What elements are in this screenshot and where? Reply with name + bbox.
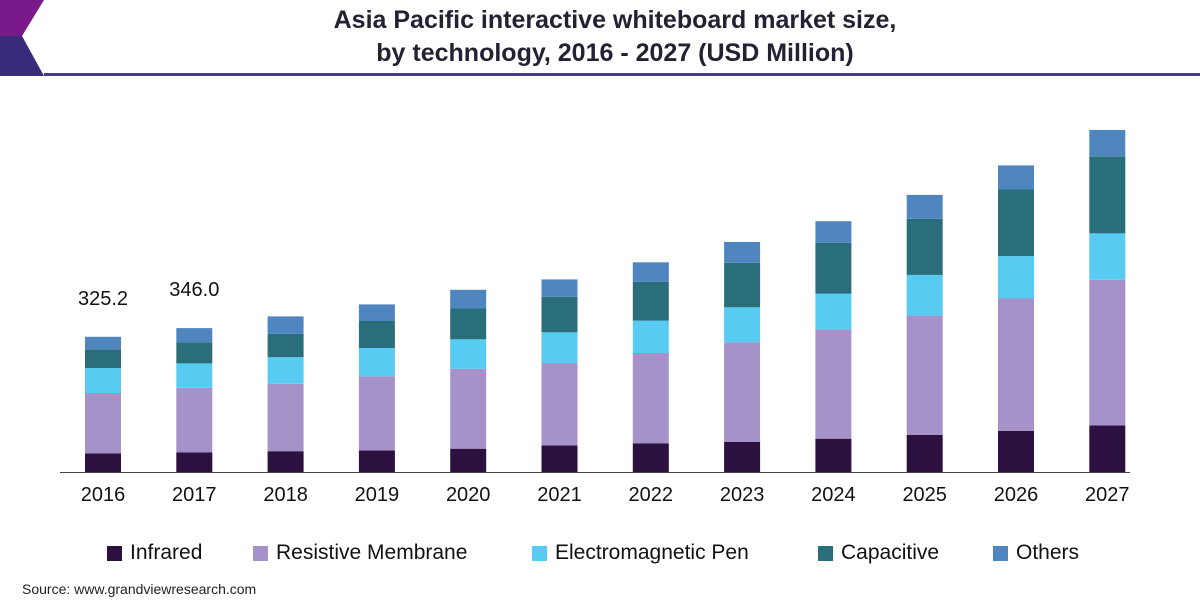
x-tick-label-2022: 2022	[629, 484, 674, 506]
bar-segment-resistive-membrane-2026	[998, 298, 1034, 431]
bar-segment-others-2027	[1089, 130, 1126, 157]
bar-segment-others-2023	[724, 242, 761, 263]
bar-segment-resistive-membrane-2021	[541, 363, 578, 446]
legend-swatch-capacitive	[818, 545, 833, 561]
chart-title-line-2: by technology, 2016 - 2027 (USD Million)	[376, 39, 854, 67]
x-tick-label-2019: 2019	[355, 484, 400, 506]
bar-segment-infrared-2024	[815, 438, 852, 472]
legend-item-others: Others	[993, 538, 1079, 568]
bar-segment-others-2016	[85, 336, 121, 350]
legend-swatch-resistive-membrane	[253, 545, 268, 561]
bar-segment-electromagnetic-pen-2018	[267, 357, 304, 384]
corner-shape-bottom	[0, 36, 44, 76]
bar-segment-resistive-membrane-2016	[85, 393, 121, 454]
bar-segment-others-2024	[815, 221, 852, 243]
legend-label-others: Others	[1016, 541, 1080, 564]
corner-graphic	[0, 0, 44, 76]
legend-swatch-electromagnetic-pen	[532, 545, 547, 561]
bar-segment-infrared-2022	[632, 443, 669, 472]
x-tick-label-2016: 2016	[81, 484, 126, 506]
bar-segment-capacitive-2027	[1089, 156, 1126, 234]
bar-segment-infrared-2018	[267, 451, 304, 472]
legend-swatch-infrared	[107, 545, 122, 561]
bar-segment-capacitive-2018	[267, 333, 304, 358]
legend-swatch-others	[993, 545, 1008, 561]
bar-segment-electromagnetic-pen-2026	[998, 256, 1034, 299]
header-rule	[44, 73, 1200, 76]
legend-label-infrared: Infrared	[130, 541, 203, 564]
bar-segment-resistive-membrane-2018	[267, 383, 304, 452]
bar-segment-resistive-membrane-2017	[176, 388, 213, 453]
x-tick-label-2018: 2018	[263, 484, 308, 506]
legend-label-electromagnetic-pen: Electromagnetic Pen	[555, 541, 749, 564]
bar-segment-capacitive-2020	[450, 308, 487, 340]
bar-segment-electromagnetic-pen-2016	[85, 368, 121, 393]
bar-segment-electromagnetic-pen-2017	[176, 363, 213, 388]
chart-legend: Infrared Resistive Membrane Electromagneti…	[0, 538, 1200, 568]
bar-segment-infrared-2017	[176, 452, 213, 472]
corner-shape-top	[0, 0, 44, 36]
x-tick-label-2024: 2024	[811, 484, 856, 506]
bar-segment-others-2025	[906, 194, 943, 219]
bar-segment-infrared-2016	[85, 453, 121, 472]
stacked-bar-chart: 2016 2017 2018 2019 2020 2021 2022 2023 2024 2025…	[60, 130, 1130, 506]
bar-segment-others-2026	[998, 165, 1034, 190]
chart-title-line-1: Asia Pacific interactive whiteboard mark…	[333, 6, 897, 34]
bar-segment-resistive-membrane-2024	[815, 329, 852, 439]
bar-segment-infrared-2020	[450, 448, 487, 472]
bar-segment-electromagnetic-pen-2022	[632, 320, 669, 353]
bar-segment-capacitive-2021	[541, 296, 578, 333]
bar-segment-others-2019	[358, 304, 395, 321]
x-tick-label-2023: 2023	[720, 484, 765, 506]
bar-segment-capacitive-2024	[815, 242, 852, 294]
x-tick-label-2017: 2017	[172, 484, 217, 506]
bar-segment-infrared-2025	[906, 435, 943, 472]
x-tick-label-2027: 2027	[1085, 484, 1130, 506]
bar-segment-others-2020	[450, 289, 487, 309]
bar-segment-resistive-membrane-2023	[724, 342, 761, 442]
bar-segment-electromagnetic-pen-2021	[541, 332, 578, 363]
bar-segment-capacitive-2022	[632, 281, 669, 321]
bar-segment-infrared-2026	[998, 430, 1034, 472]
source-note: Source: www.grandviewresearch.com	[22, 581, 257, 597]
bar-segment-others-2017	[176, 328, 213, 343]
bar-segment-others-2018	[267, 316, 304, 334]
x-tick-label-2026: 2026	[994, 484, 1039, 506]
data-label-2016: 325.2	[78, 288, 128, 310]
x-tick-label-2025: 2025	[902, 484, 947, 506]
bar-segment-electromagnetic-pen-2019	[358, 348, 395, 377]
bar-segment-others-2022	[632, 262, 669, 282]
bar-segment-resistive-membrane-2025	[906, 315, 943, 435]
bar-segment-electromagnetic-pen-2025	[906, 274, 943, 316]
legend-label-resistive-membrane: Resistive Membrane	[276, 541, 468, 564]
x-tick-label-2021: 2021	[537, 484, 582, 506]
legend-item-resistive-membrane: Resistive Membrane	[253, 538, 467, 568]
bar-segment-electromagnetic-pen-2020	[450, 339, 487, 369]
bar-segment-capacitive-2023	[724, 262, 761, 308]
bar-segment-resistive-membrane-2027	[1089, 279, 1126, 426]
legend-label-capacitive: Capacitive	[841, 541, 940, 564]
bar-segment-electromagnetic-pen-2023	[724, 307, 761, 343]
bar-segment-electromagnetic-pen-2027	[1089, 233, 1126, 280]
bar-segment-capacitive-2017	[176, 342, 213, 364]
bar-segment-infrared-2023	[724, 442, 761, 472]
bar-segment-capacitive-2019	[358, 321, 395, 348]
chart-title: Asia Pacific interactive whiteboard mark…	[0, 4, 1200, 70]
bar-segment-infrared-2027	[1089, 425, 1126, 472]
bar-segment-others-2021	[541, 279, 578, 297]
bar-segment-infrared-2019	[358, 450, 395, 472]
data-label-2017: 346.0	[169, 279, 219, 301]
bar-segment-resistive-membrane-2020	[450, 368, 487, 449]
bar-segment-capacitive-2025	[906, 218, 943, 275]
legend-item-electromagnetic-pen: Electromagnetic Pen	[532, 538, 749, 568]
bar-segment-capacitive-2026	[998, 189, 1034, 257]
bar-segment-infrared-2021	[541, 445, 578, 472]
bar-segment-electromagnetic-pen-2024	[815, 293, 852, 330]
x-tick-label-2020: 2020	[446, 484, 491, 506]
legend-item-infrared: Infrared	[107, 538, 202, 568]
bar-segment-resistive-membrane-2022	[632, 353, 669, 444]
bar-segment-resistive-membrane-2019	[358, 376, 395, 451]
bar-segment-capacitive-2016	[85, 349, 121, 368]
legend-item-capacitive: Capacitive	[818, 538, 939, 568]
